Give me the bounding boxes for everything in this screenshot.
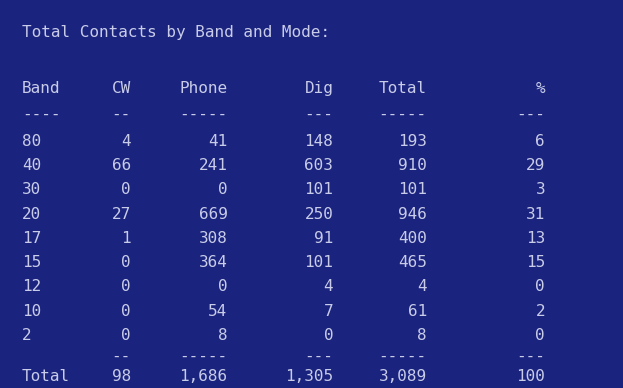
- Text: Dig: Dig: [305, 81, 333, 97]
- Text: 101: 101: [305, 182, 333, 197]
- Text: 30: 30: [22, 182, 41, 197]
- Text: 10: 10: [22, 303, 41, 319]
- Text: 13: 13: [526, 231, 545, 246]
- Text: 0: 0: [121, 328, 131, 343]
- Text: 101: 101: [398, 182, 427, 197]
- Text: 4: 4: [417, 279, 427, 294]
- Text: 27: 27: [112, 206, 131, 222]
- Text: 15: 15: [526, 255, 545, 270]
- Text: 7: 7: [324, 303, 333, 319]
- Text: 80: 80: [22, 134, 41, 149]
- Text: 4: 4: [324, 279, 333, 294]
- Text: 20: 20: [22, 206, 41, 222]
- Text: 91: 91: [314, 231, 333, 246]
- Text: Total Contacts by Band and Mode:: Total Contacts by Band and Mode:: [22, 25, 330, 40]
- Text: 0: 0: [121, 182, 131, 197]
- Text: 946: 946: [398, 206, 427, 222]
- Text: Band: Band: [22, 81, 60, 97]
- Text: 0: 0: [121, 255, 131, 270]
- Text: 41: 41: [208, 134, 227, 149]
- Text: CW: CW: [112, 81, 131, 97]
- Text: ---: ---: [305, 107, 333, 122]
- Text: 40: 40: [22, 158, 41, 173]
- Text: 8: 8: [417, 328, 427, 343]
- Text: 54: 54: [208, 303, 227, 319]
- Text: -----: -----: [179, 348, 227, 364]
- Text: 29: 29: [526, 158, 545, 173]
- Text: 31: 31: [526, 206, 545, 222]
- Text: 1,686: 1,686: [179, 369, 227, 384]
- Text: 100: 100: [516, 369, 545, 384]
- Text: ---: ---: [516, 107, 545, 122]
- Text: 98: 98: [112, 369, 131, 384]
- Text: 910: 910: [398, 158, 427, 173]
- Text: ---: ---: [305, 348, 333, 364]
- Text: 0: 0: [218, 279, 227, 294]
- Text: 3: 3: [536, 182, 545, 197]
- Text: 61: 61: [407, 303, 427, 319]
- Text: %: %: [536, 81, 545, 97]
- Text: 0: 0: [324, 328, 333, 343]
- Text: 241: 241: [199, 158, 227, 173]
- Text: 0: 0: [121, 303, 131, 319]
- Text: -----: -----: [179, 107, 227, 122]
- Text: 8: 8: [218, 328, 227, 343]
- Text: ---: ---: [516, 348, 545, 364]
- Text: 603: 603: [305, 158, 333, 173]
- Text: 12: 12: [22, 279, 41, 294]
- Text: 101: 101: [305, 255, 333, 270]
- Text: 0: 0: [536, 328, 545, 343]
- Text: --: --: [112, 348, 131, 364]
- Text: 364: 364: [199, 255, 227, 270]
- Text: 1,305: 1,305: [285, 369, 333, 384]
- Text: 6: 6: [536, 134, 545, 149]
- Text: 1: 1: [121, 231, 131, 246]
- Text: 193: 193: [398, 134, 427, 149]
- Text: 0: 0: [536, 279, 545, 294]
- Text: ----: ----: [22, 107, 60, 122]
- Text: Phone: Phone: [179, 81, 227, 97]
- Text: --: --: [112, 107, 131, 122]
- Text: 3,089: 3,089: [379, 369, 427, 384]
- Text: Total: Total: [379, 81, 427, 97]
- Text: 250: 250: [305, 206, 333, 222]
- Text: 4: 4: [121, 134, 131, 149]
- Text: -----: -----: [379, 348, 427, 364]
- Text: 0: 0: [121, 279, 131, 294]
- Text: 400: 400: [398, 231, 427, 246]
- Text: 308: 308: [199, 231, 227, 246]
- Text: 669: 669: [199, 206, 227, 222]
- Text: 15: 15: [22, 255, 41, 270]
- Text: 0: 0: [218, 182, 227, 197]
- Text: -----: -----: [379, 107, 427, 122]
- Text: 2: 2: [536, 303, 545, 319]
- Text: 66: 66: [112, 158, 131, 173]
- Text: 17: 17: [22, 231, 41, 246]
- Text: 148: 148: [305, 134, 333, 149]
- Text: 2: 2: [22, 328, 31, 343]
- Text: Total: Total: [22, 369, 70, 384]
- Text: 465: 465: [398, 255, 427, 270]
